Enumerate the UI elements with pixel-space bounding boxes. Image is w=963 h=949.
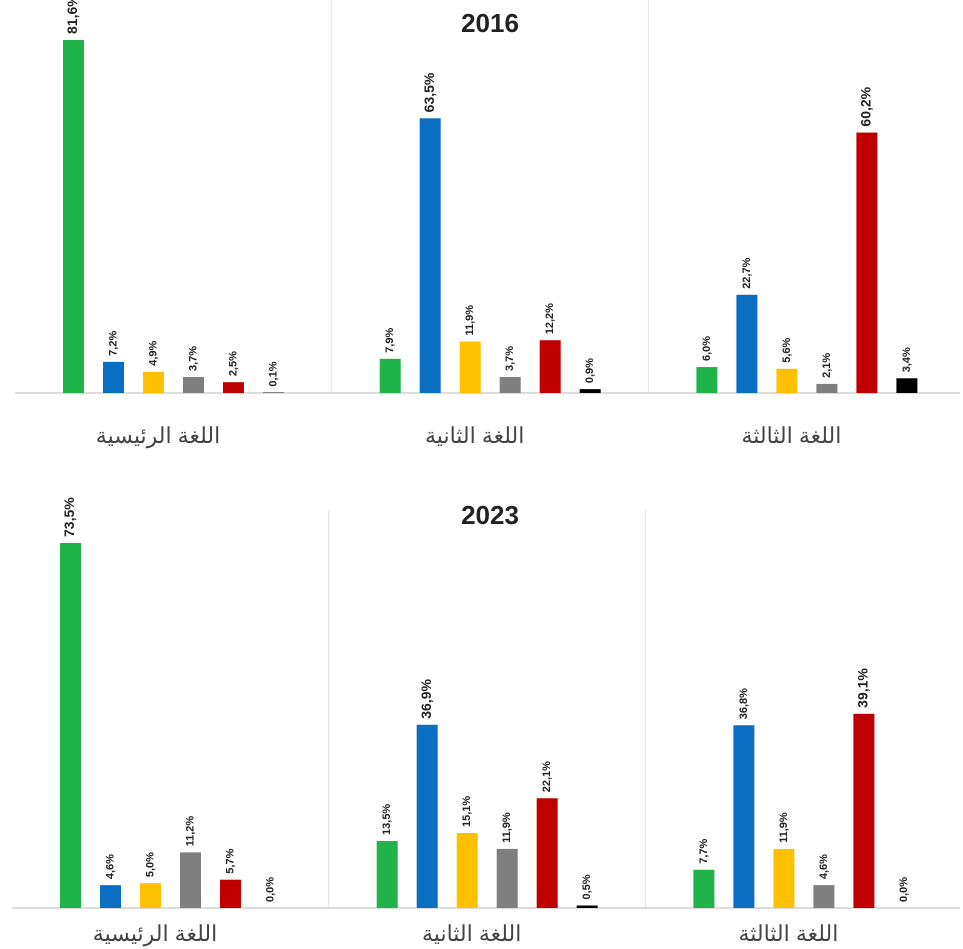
value-label: 2,1% xyxy=(821,353,833,378)
bar xyxy=(536,798,558,908)
value-label: 36,9% xyxy=(418,679,434,719)
bar xyxy=(63,40,84,393)
bar xyxy=(499,376,521,393)
bar xyxy=(896,378,918,393)
category-label: اللغة الثالثة xyxy=(741,423,841,448)
value-label: 11,9% xyxy=(464,305,476,336)
value-label: 3,4% xyxy=(901,347,913,372)
value-label: 3,7% xyxy=(187,346,199,371)
bar xyxy=(459,341,481,393)
bar xyxy=(816,383,838,393)
bar xyxy=(379,358,401,393)
value-label: 60,2% xyxy=(858,86,874,126)
value-label: 7,9% xyxy=(384,328,396,353)
bar xyxy=(579,389,601,393)
value-label: 63,5% xyxy=(421,72,437,112)
value-label: 5,0% xyxy=(144,852,156,877)
category-label: اللغة الثانية xyxy=(422,921,521,946)
value-label: 4,6% xyxy=(818,854,830,879)
value-label: 73,5% xyxy=(61,497,77,537)
bar xyxy=(776,368,798,393)
value-label: 5,6% xyxy=(781,337,793,362)
bar xyxy=(183,376,204,393)
value-label: 7,7% xyxy=(698,838,710,863)
bar xyxy=(416,724,438,908)
bar xyxy=(223,382,244,393)
bar xyxy=(696,367,718,393)
value-label: 36,8% xyxy=(738,688,750,719)
value-label: 6,0% xyxy=(701,336,713,361)
bar xyxy=(693,869,715,908)
value-label: 22,7% xyxy=(741,257,753,288)
value-label: 81,6% xyxy=(64,0,80,34)
bar xyxy=(813,885,835,908)
value-label: 4,6% xyxy=(104,854,116,879)
bar xyxy=(853,713,875,908)
value-label: 15,1% xyxy=(461,796,473,827)
bar xyxy=(539,340,561,393)
bar xyxy=(456,833,478,908)
bar xyxy=(60,543,81,908)
bar xyxy=(143,371,164,393)
value-label: 7,2% xyxy=(107,331,119,356)
bar xyxy=(220,879,241,908)
bar xyxy=(376,840,398,908)
bar xyxy=(100,885,121,908)
bar xyxy=(419,118,441,394)
value-label: 4,9% xyxy=(147,341,159,366)
value-label: 22,1% xyxy=(541,761,553,792)
bar xyxy=(496,848,518,908)
bar xyxy=(733,725,755,908)
value-label: 0,1% xyxy=(267,361,279,386)
chart-title: 2023 xyxy=(461,500,519,530)
chart-title: 2016 xyxy=(461,8,519,38)
bar xyxy=(140,883,161,908)
value-label: 0,0% xyxy=(264,877,276,902)
value-label: 12,2% xyxy=(544,303,556,334)
bar xyxy=(103,361,124,393)
bar xyxy=(736,294,758,393)
value-label: 5,7% xyxy=(224,848,236,873)
bar xyxy=(180,852,201,908)
value-label: 13,5% xyxy=(381,804,393,835)
value-label: 39,1% xyxy=(855,668,871,708)
category-label: اللغة الرئيسية xyxy=(93,921,217,947)
category-label: اللغة الثانية xyxy=(425,423,524,448)
bar xyxy=(856,132,878,393)
value-label: 2,5% xyxy=(227,351,239,376)
value-label: 11,2% xyxy=(184,816,196,847)
value-label: 0,9% xyxy=(584,358,596,383)
value-label: 11,9% xyxy=(501,812,513,843)
bar xyxy=(773,848,795,908)
category-label: اللغة الرئيسية xyxy=(96,423,220,449)
bar xyxy=(576,905,598,908)
value-label: 11,9% xyxy=(778,812,790,843)
category-label: اللغة الثالثة xyxy=(738,921,838,946)
value-label: 0,5% xyxy=(581,874,593,899)
value-label: 3,7% xyxy=(504,346,516,371)
value-label: 0,0% xyxy=(898,877,910,902)
